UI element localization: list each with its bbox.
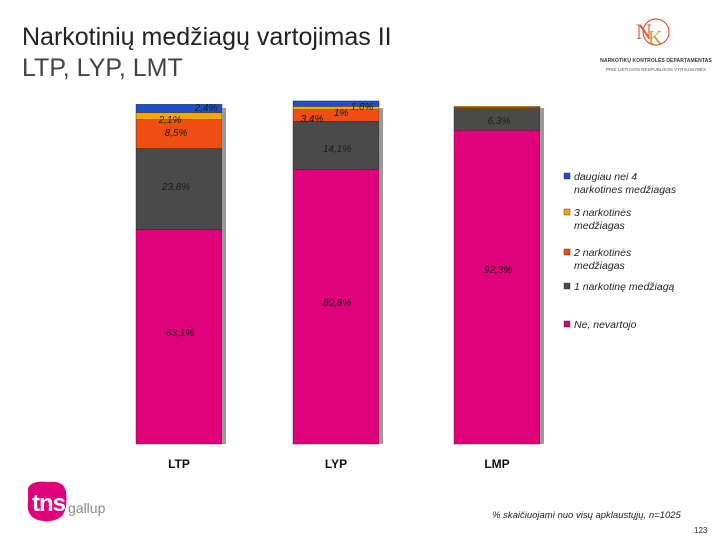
page-title: Narkotinių medžiagų vartojimas II LTP, L… [22, 22, 392, 84]
bar-shadow-lyp [379, 108, 383, 444]
page-number: 123 [694, 526, 708, 535]
legend-swatch-5 [563, 320, 571, 328]
bar-shadow-ltp [222, 108, 226, 444]
data-label-ltp-2: 23,8% [161, 182, 190, 193]
title-line: Narkotinių medžiagų vartojimas II [22, 23, 392, 51]
gallup-word: gallup [68, 500, 106, 516]
svg-text:K: K [648, 27, 663, 49]
legend-swatch-4 [563, 282, 571, 290]
legend-swatch-1 [563, 172, 571, 180]
legend-layer: daugiau nei 4 narkotines medžiagas 3 narko… [563, 171, 677, 331]
legend-label-4: 1 narkotinę medžiagą [574, 281, 675, 293]
logo-line2: PRIE LIETUVOS RESPUBLIKOS VYRIAUSYBĖS [605, 67, 707, 72]
nkd-emblem-icon: N K [636, 18, 670, 49]
data-label-ltp-5: 2,4% [194, 103, 218, 114]
legend-label-2: 3 narkotinės medžiagas [574, 207, 632, 232]
data-label-ltp-1: 63,1% [166, 328, 194, 339]
bar-segment-lyp-1 [292, 169, 380, 445]
legend-swatch-3 [563, 248, 571, 256]
legend-label-1: daugiau nei 4 narkotines medžiagas [574, 171, 677, 196]
logo-line1: NARKOTIKŲ KONTROLĖS DEPARTAMENTAS [600, 58, 712, 64]
legend-label-5: Ne, nevartojo [574, 319, 637, 331]
bar-segment-lmp-3 [453, 107, 541, 109]
footnote: % skaičiuojami nuo visų apklaustųjų, n=1… [492, 510, 681, 521]
data-label-lyp-4: 1% [334, 108, 349, 119]
labels-layer: 63,1% 23,8% 8,5% 2,1% 2,4% LTP 80,8% 14,1% 3,4% 1… [158, 102, 513, 471]
subtitle-line: LTP, LYP, LMT [22, 54, 183, 82]
data-label-lmp-1: 92,3% [484, 265, 512, 276]
data-label-ltp-4: 2,1% [158, 115, 182, 126]
legend-label-3: 2 narkotinės medžiagas [573, 247, 632, 272]
category-label-ltp: LTP [168, 457, 190, 471]
bar-segment-lyp-5 [292, 100, 380, 107]
bar-segment-ltp-1 [135, 229, 223, 445]
tns-blob-icon [27, 481, 67, 522]
bar-segment-ltp-2 [135, 148, 223, 230]
bar-segment-ltp-3 [135, 119, 223, 149]
data-label-lyp-1: 80,8% [323, 298, 351, 309]
data-label-lyp-2: 14,1% [323, 144, 351, 155]
data-label-ltp-3: 8,5% [165, 128, 188, 139]
bar-segment-lmp-1 [453, 129, 541, 445]
legend-swatch-2 [563, 208, 571, 216]
bar-segment-lmp-4 [453, 106, 541, 108]
data-label-lyp-5: 1,6% [351, 102, 374, 113]
category-label-lyp: LYP [325, 457, 347, 471]
svg-text:N: N [636, 19, 652, 44]
bar-segment-lyp-2 [292, 121, 380, 170]
tns-word: tns [32, 490, 66, 517]
data-label-lmp-2: 6,3% [488, 116, 511, 127]
nkd-logo: N K NARKOTIKŲ KONTROLĖS DEPARTAMENTAS PR… [600, 14, 712, 78]
bar-shadow-lmp [540, 108, 544, 444]
category-label-lmp: LMP [484, 457, 509, 471]
data-label-lyp-3: 3,4% [301, 114, 324, 125]
tns-gallup-logo: tns gallup [22, 478, 118, 528]
bars-layer [135, 100, 544, 445]
